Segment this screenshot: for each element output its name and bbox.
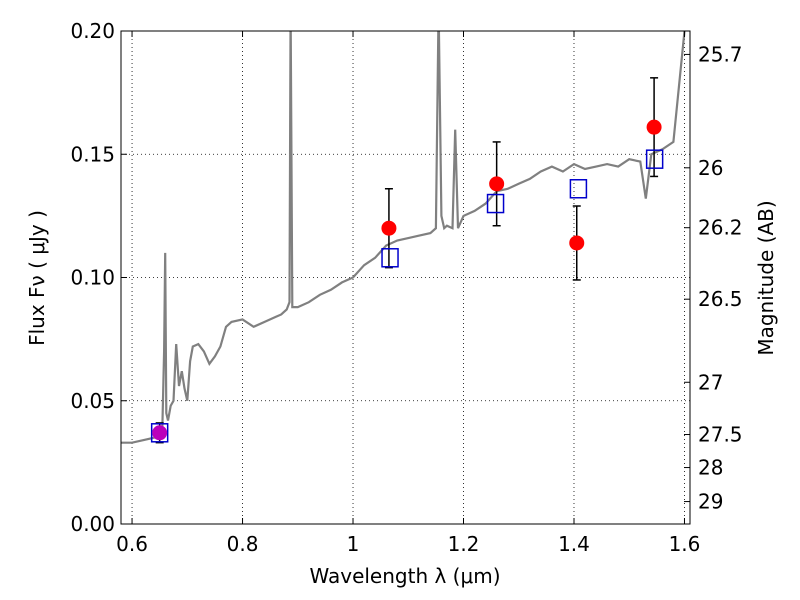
x-axis-ticks: 0.6 0.8 1 1.2 1.4 1.6	[116, 31, 700, 556]
x-tick-label: 1	[347, 532, 360, 556]
model-spectrum	[121, 31, 686, 444]
observed-point	[381, 220, 397, 236]
model-photometry-box	[381, 248, 399, 268]
model-photometry-box	[150, 423, 169, 443]
observed-point	[489, 176, 505, 192]
model-photometry-box	[486, 193, 505, 214]
y2-tick-label: 27.5	[698, 423, 743, 447]
error-bars	[155, 77, 659, 444]
y-axis-ticks: 0.00 0.05 0.10 0.15 0.20	[70, 19, 127, 536]
y-tick-label: 0.05	[70, 389, 115, 413]
y2-tick-label: 27	[698, 370, 723, 394]
y2-tick-label: 25.7	[698, 42, 743, 66]
y2-tick-label: 29	[698, 490, 723, 514]
gridlines	[121, 31, 690, 524]
observed-point	[152, 425, 168, 441]
model-photometry-box	[645, 149, 664, 169]
x-tick-label: 0.6	[116, 532, 148, 556]
y-axis-title: Flux Fν ( μJy )	[25, 210, 49, 346]
observed-point	[646, 119, 662, 135]
y2-tick-label: 26.5	[698, 287, 743, 311]
model-spectrum-line	[121, 31, 686, 444]
x-tick-label: 1.6	[669, 532, 701, 556]
y2-axis-ticks: 25.7 26 26.2 26.5 27 27.5 28 29	[684, 42, 743, 514]
y-tick-label: 0.20	[70, 19, 115, 43]
x-tick-label: 1.2	[448, 532, 480, 556]
x-tick-label: 1.4	[558, 532, 590, 556]
y-tick-label: 0.10	[70, 266, 115, 290]
observed-point	[569, 235, 585, 251]
y2-tick-label: 28	[698, 456, 723, 480]
y2-axis-title: Magnitude (AB)	[754, 200, 778, 355]
x-tick-label: 0.8	[227, 532, 259, 556]
y2-tick-label: 26	[698, 156, 723, 180]
model-photometry-boxes	[150, 149, 664, 443]
y2-tick-label: 26.2	[698, 216, 743, 240]
y-tick-label: 0.15	[70, 142, 115, 166]
x-axis-title: Wavelength λ (μm)	[309, 564, 500, 588]
observed-points	[152, 119, 662, 441]
y-tick-label: 0.00	[70, 512, 115, 536]
model-photometry-box	[569, 179, 588, 199]
